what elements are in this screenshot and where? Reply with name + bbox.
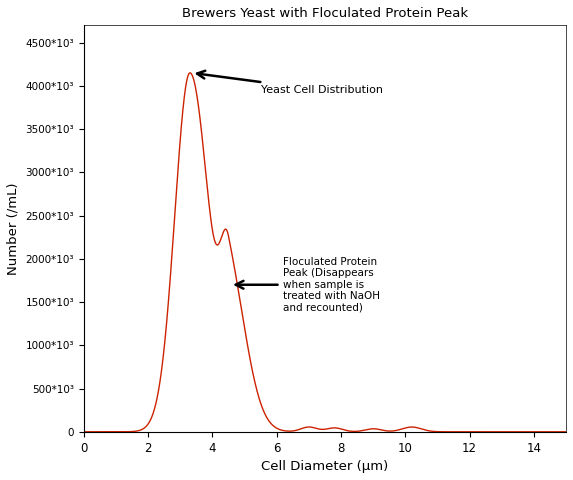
X-axis label: Cell Diameter (μm): Cell Diameter (μm) (261, 460, 388, 473)
Title: Brewers Yeast with Floculated Protein Peak: Brewers Yeast with Floculated Protein Pe… (182, 7, 468, 20)
Text: Yeast Cell Distribution: Yeast Cell Distribution (197, 71, 383, 95)
Text: Floculated Protein
Peak (Disappears
when sample is
treated with NaOH
and recount: Floculated Protein Peak (Disappears when… (236, 256, 380, 313)
Y-axis label: Number (/mL): Number (/mL) (7, 182, 20, 275)
